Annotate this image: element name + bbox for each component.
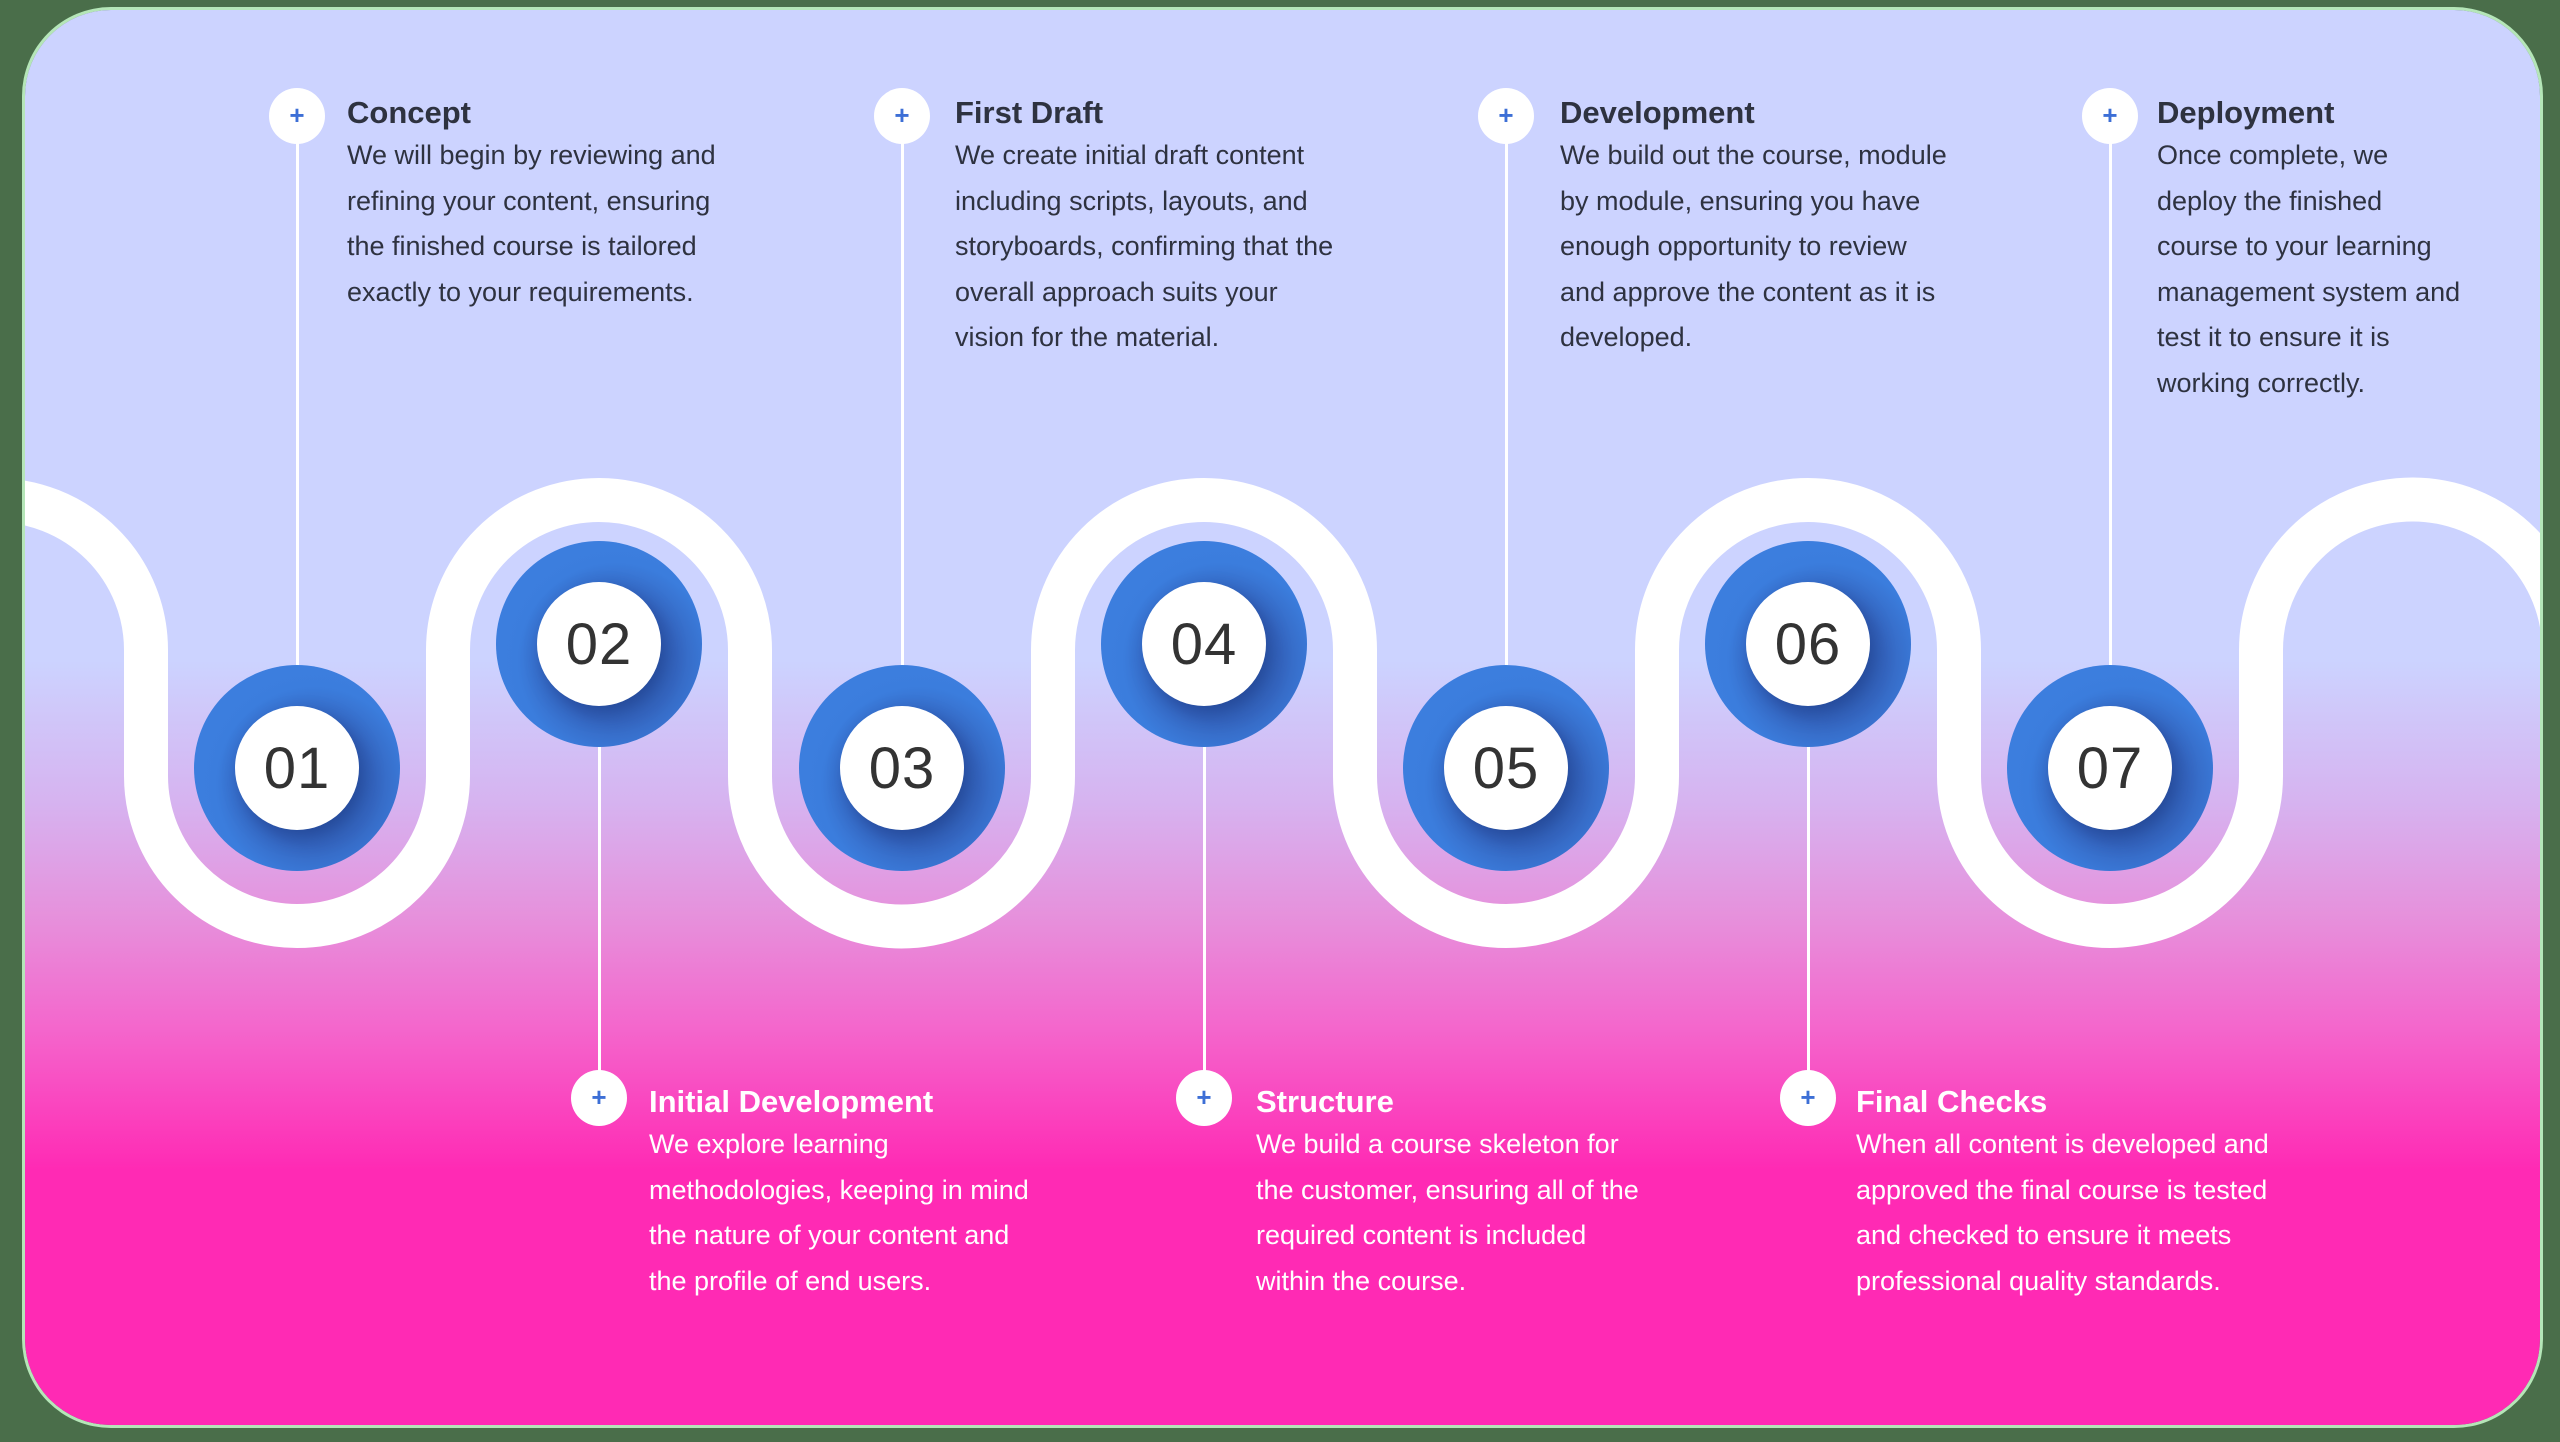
- connector-line-06: [1807, 704, 1810, 1072]
- step-number: 02: [565, 611, 633, 677]
- step-text-deployment: Deployment Once complete, we deploy the …: [2157, 93, 2560, 407]
- connector-line-04: [1203, 704, 1206, 1072]
- step-number-badge: 07: [2048, 706, 2172, 830]
- step-description-line: professional quality standards.: [1856, 1265, 2221, 1296]
- step-description-line: vision for the material.: [955, 322, 1220, 353]
- step-description-line: test it to ensure it is: [2157, 322, 2390, 353]
- step-number: 07: [2076, 735, 2144, 801]
- step-number-badge: 01: [235, 706, 359, 830]
- expand-button-07[interactable]: +: [2082, 88, 2138, 144]
- connector-line-03: [901, 143, 904, 708]
- step-description-line: management system and: [2157, 276, 2461, 307]
- step-description-line: When all content is developed and: [1856, 1129, 2269, 1159]
- step-circle-01[interactable]: 01: [194, 665, 400, 871]
- step-description-line: the profile of end users.: [649, 1265, 932, 1296]
- expand-button-05[interactable]: +: [1478, 88, 1534, 144]
- step-description-line: We create initial draft content: [955, 140, 1305, 170]
- step-description-line: the customer, ensuring all of the: [1256, 1174, 1639, 1205]
- step-number: 05: [1472, 735, 1540, 801]
- connector-line-02: [598, 704, 601, 1072]
- step-circle-06[interactable]: 06: [1705, 541, 1911, 747]
- expand-button-06[interactable]: +: [1780, 1070, 1836, 1126]
- step-circle-07[interactable]: 07: [2007, 665, 2213, 871]
- wave-path: [25, 477, 2540, 949]
- step-description-line: refining your content, ensuring: [347, 185, 711, 216]
- step-description-line: and approve the content as it is: [1560, 276, 1936, 307]
- step-description-line: storyboards, confirming that the: [955, 231, 1334, 262]
- step-title: Concept: [347, 95, 471, 130]
- connector-line-07: [2109, 143, 2112, 708]
- connector-line-05: [1505, 143, 1508, 708]
- step-description-line: the finished course is tailored: [347, 231, 697, 262]
- plus-icon: +: [1498, 100, 1514, 130]
- step-title: Final Checks: [1856, 1084, 2048, 1119]
- step-text-concept: Concept We will begin by reviewing and r…: [347, 93, 817, 315]
- step-description-line: We build a course skeleton for: [1256, 1129, 1619, 1159]
- step-circle-04[interactable]: 04: [1101, 541, 1307, 747]
- plus-icon: +: [894, 100, 910, 130]
- step-description-line: overall approach suits your: [955, 276, 1278, 307]
- step-description-line: required content is included: [1256, 1220, 1587, 1251]
- step-number-badge: 04: [1142, 582, 1266, 706]
- step-description-line: We build out the course, module: [1560, 140, 1947, 170]
- plus-icon: +: [1196, 1082, 1212, 1112]
- step-description-line: and checked to ensure it meets: [1856, 1220, 2232, 1251]
- step-circle-02[interactable]: 02: [496, 541, 702, 747]
- step-description-line: We will begin by reviewing and: [347, 140, 716, 170]
- step-number-badge: 06: [1746, 582, 1870, 706]
- step-description-line: working correctly.: [2157, 367, 2366, 398]
- connector-line-01: [296, 143, 299, 708]
- step-title: Deployment: [2157, 95, 2335, 130]
- step-title: Development: [1560, 95, 1755, 130]
- step-text-initial-development: Initial Development We explore learning …: [649, 1082, 1119, 1304]
- step-title: Initial Development: [649, 1084, 934, 1119]
- step-description-line: We explore learning: [649, 1129, 889, 1159]
- expand-button-04[interactable]: +: [1176, 1070, 1232, 1126]
- step-text-structure: Structure We build a course skeleton for…: [1256, 1082, 1726, 1304]
- step-description-line: developed.: [1560, 322, 1693, 353]
- step-description-line: deploy the finished: [2157, 185, 2383, 216]
- step-title: First Draft: [955, 95, 1104, 130]
- expand-button-01[interactable]: +: [269, 88, 325, 144]
- expand-button-02[interactable]: +: [571, 1070, 627, 1126]
- step-description-line: Once complete, we: [2157, 140, 2389, 170]
- step-text-final-checks: Final Checks When all content is develop…: [1856, 1082, 2326, 1304]
- step-title: Structure: [1256, 1084, 1394, 1119]
- step-circle-03[interactable]: 03: [799, 665, 1005, 871]
- step-description-line: the nature of your content and: [649, 1220, 1010, 1251]
- step-description-line: exactly to your requirements.: [347, 276, 694, 307]
- step-description-line: including scripts, layouts, and: [955, 185, 1308, 216]
- step-text-first-draft: First Draft We create initial draft cont…: [955, 93, 1425, 361]
- plus-icon: +: [1800, 1082, 1816, 1112]
- step-number: 04: [1170, 611, 1238, 677]
- step-description-line: methodologies, keeping in mind: [649, 1174, 1029, 1205]
- step-description-line: within the course.: [1256, 1265, 1467, 1296]
- step-description-line: course to your learning: [2157, 231, 2432, 262]
- step-description-line: by module, ensuring you have: [1560, 185, 1921, 216]
- plus-icon: +: [289, 100, 305, 130]
- step-number-badge: 02: [537, 582, 661, 706]
- step-circle-05[interactable]: 05: [1403, 665, 1609, 871]
- step-description-line: enough opportunity to review: [1560, 231, 1907, 262]
- plus-icon: +: [2102, 100, 2118, 130]
- step-description-line: approved the final course is tested: [1856, 1174, 2268, 1205]
- step-number: 01: [263, 735, 331, 801]
- plus-icon: +: [591, 1082, 607, 1112]
- step-number-badge: 03: [840, 706, 964, 830]
- expand-button-03[interactable]: +: [874, 88, 930, 144]
- step-number: 06: [1774, 611, 1842, 677]
- step-number-badge: 05: [1444, 706, 1568, 830]
- step-number: 03: [868, 735, 936, 801]
- step-text-development: Development We build out the course, mod…: [1560, 93, 2030, 361]
